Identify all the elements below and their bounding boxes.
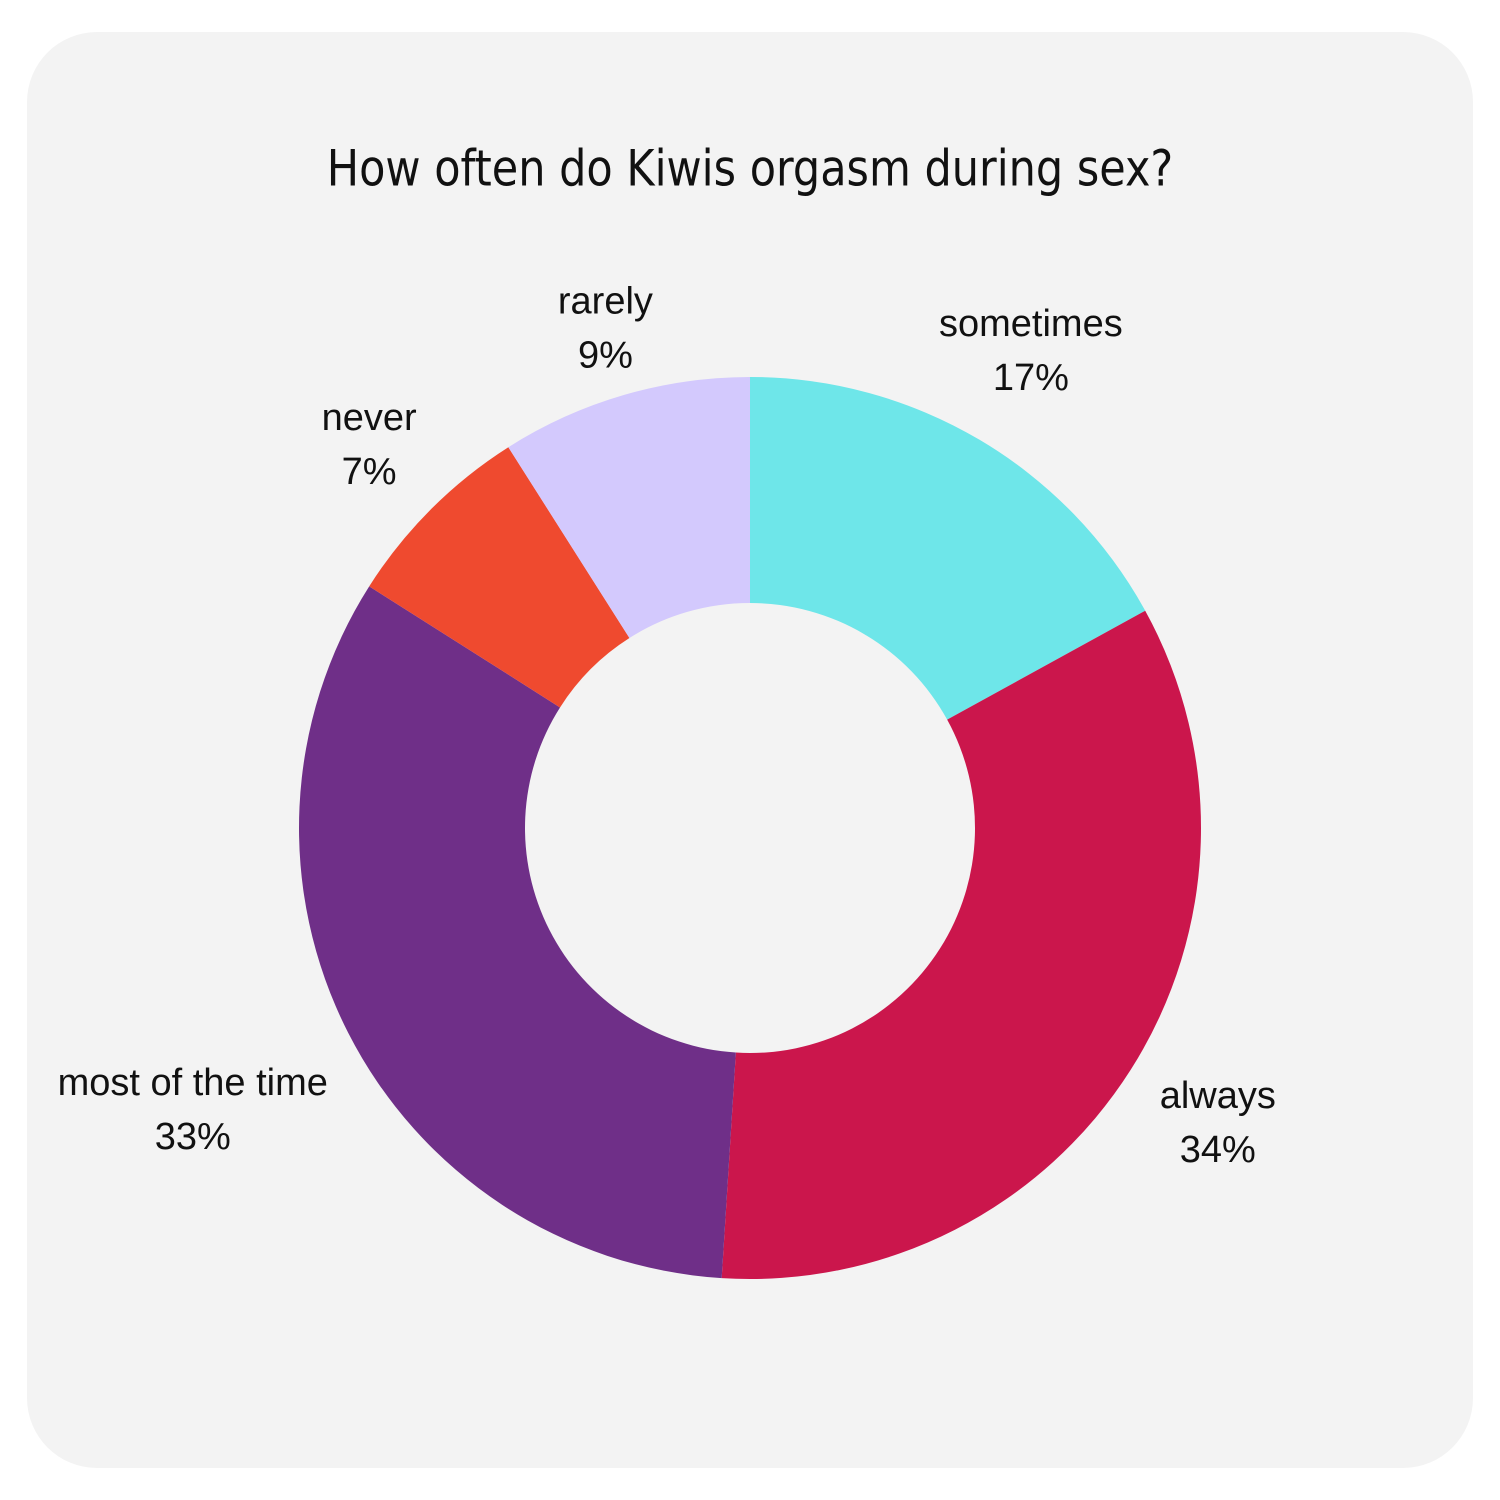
slice-label: rarely bbox=[558, 280, 653, 322]
slice-label: sometimes bbox=[939, 303, 1123, 345]
value-label: 33% bbox=[155, 1116, 231, 1158]
slice-label: never bbox=[322, 397, 417, 439]
donut-slice bbox=[508, 377, 750, 639]
value-label: 17% bbox=[993, 357, 1069, 399]
donut-slice bbox=[750, 377, 1146, 720]
slice-label: most of the time bbox=[58, 1062, 328, 1104]
value-label: 9% bbox=[578, 334, 633, 376]
value-label: 7% bbox=[342, 451, 397, 493]
chart-title: How often do Kiwis orgasm during sex? bbox=[327, 139, 1173, 197]
donut-slice bbox=[721, 610, 1202, 1279]
value-label: 34% bbox=[1180, 1129, 1256, 1171]
donut-slice bbox=[299, 586, 736, 1279]
slice-label: always bbox=[1160, 1075, 1276, 1117]
donut-slice bbox=[369, 447, 630, 708]
card bbox=[27, 32, 1473, 1468]
